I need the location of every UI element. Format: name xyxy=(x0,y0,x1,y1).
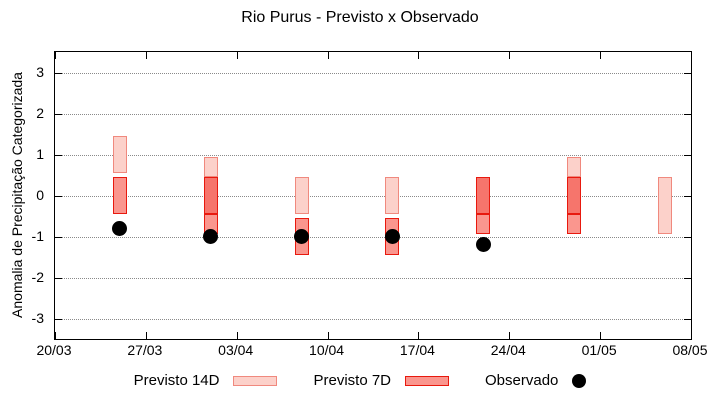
y-tick-mark xyxy=(684,195,691,197)
observed-dot xyxy=(475,237,491,253)
forecast-bar-segment xyxy=(112,177,127,214)
y-tick-mark xyxy=(55,236,62,238)
x-axis-tick-label: 20/03 xyxy=(36,342,72,358)
x-tick-mark xyxy=(509,52,511,59)
y-axis-tick-label: 2 xyxy=(36,104,44,121)
x-tick-mark xyxy=(236,332,238,339)
chart-legend: Previsto 14D Previsto 7D Observado xyxy=(0,372,720,389)
x-axis-tick-label: 24/04 xyxy=(490,342,526,358)
x-tick-mark xyxy=(600,52,602,59)
y-gridline xyxy=(55,236,691,238)
y-tick-mark xyxy=(55,195,62,197)
legend-swatch-previsto-14d-icon xyxy=(233,375,278,386)
y-gridline xyxy=(55,154,691,156)
x-tick-mark xyxy=(691,52,692,59)
x-tick-mark xyxy=(55,332,56,339)
observed-dot xyxy=(112,220,128,236)
x-tick-mark xyxy=(145,52,147,59)
legend-label-observado: Observado xyxy=(485,372,559,389)
legend-item-previsto-7d: Previsto 7D xyxy=(313,372,450,389)
observed-dot xyxy=(203,229,219,244)
x-axis-tick-label: 01/05 xyxy=(581,342,617,358)
x-tick-mark xyxy=(327,52,329,59)
x-tick-mark xyxy=(236,52,238,59)
legend-label-previsto-7d: Previsto 7D xyxy=(313,372,392,389)
x-tick-mark xyxy=(691,332,692,339)
x-tick-mark xyxy=(418,52,420,59)
forecast-bar-segment xyxy=(203,177,218,214)
legend-item-previsto-14d: Previsto 14D xyxy=(134,372,278,389)
y-tick-mark xyxy=(55,318,62,320)
forecast-bar-segment xyxy=(112,136,127,173)
y-axis-tick-label: -3 xyxy=(31,309,44,326)
y-tick-mark xyxy=(684,236,691,238)
x-tick-mark xyxy=(509,332,511,339)
y-axis-tick-label: -1 xyxy=(31,227,44,244)
forecast-bar-segment xyxy=(567,177,582,214)
y-axis-tick-label: -2 xyxy=(31,268,44,285)
y-tick-mark xyxy=(55,154,62,156)
y-gridline xyxy=(55,113,691,115)
forecast-bar-segment xyxy=(476,213,491,235)
y-tick-mark xyxy=(684,72,691,74)
forecast-bar-segment xyxy=(294,177,309,214)
y-gridline xyxy=(55,318,691,320)
x-axis-tick-label: 17/04 xyxy=(399,342,435,358)
x-axis-tick-label: 27/03 xyxy=(127,342,163,358)
y-gridline xyxy=(55,195,691,197)
x-tick-mark xyxy=(600,332,602,339)
y-axis-tick-label: 3 xyxy=(36,63,44,80)
forecast-bar-segment xyxy=(658,177,673,235)
y-gridline xyxy=(55,277,691,279)
forecast-bar-segment xyxy=(203,156,218,178)
x-tick-mark xyxy=(145,332,147,339)
y-gridline xyxy=(55,72,691,74)
y-axis-tick-label: 0 xyxy=(36,186,44,203)
legend-observed-dot-icon xyxy=(572,373,587,388)
y-tick-mark xyxy=(55,113,62,115)
x-axis-tick-label: 10/04 xyxy=(309,342,345,358)
x-axis-tick-label: 03/04 xyxy=(218,342,254,358)
y-tick-mark xyxy=(55,277,62,279)
x-axis-tick-label: 08/05 xyxy=(672,342,708,358)
y-tick-mark xyxy=(684,277,691,279)
plot-area xyxy=(54,51,692,340)
legend-swatch-previsto-7d-icon xyxy=(405,375,450,386)
y-tick-mark xyxy=(684,113,691,115)
observed-dot xyxy=(384,229,400,244)
x-tick-mark xyxy=(55,52,56,59)
y-tick-mark xyxy=(684,154,691,156)
x-tick-mark xyxy=(327,332,329,339)
forecast-bar-segment xyxy=(385,177,400,214)
y-tick-mark xyxy=(684,318,691,320)
legend-item-observado: Observado xyxy=(485,372,587,389)
forecast-bar-segment xyxy=(567,156,582,178)
legend-label-previsto-14d: Previsto 14D xyxy=(133,372,220,389)
chart-title: Rio Purus - Previsto x Observado xyxy=(241,9,479,26)
forecast-bar-segment xyxy=(567,213,582,235)
x-tick-mark xyxy=(418,332,420,339)
y-axis-tick-label: 1 xyxy=(36,145,44,162)
observed-dot xyxy=(294,229,310,244)
y-tick-mark xyxy=(55,72,62,74)
forecast-bar-segment xyxy=(476,177,491,214)
